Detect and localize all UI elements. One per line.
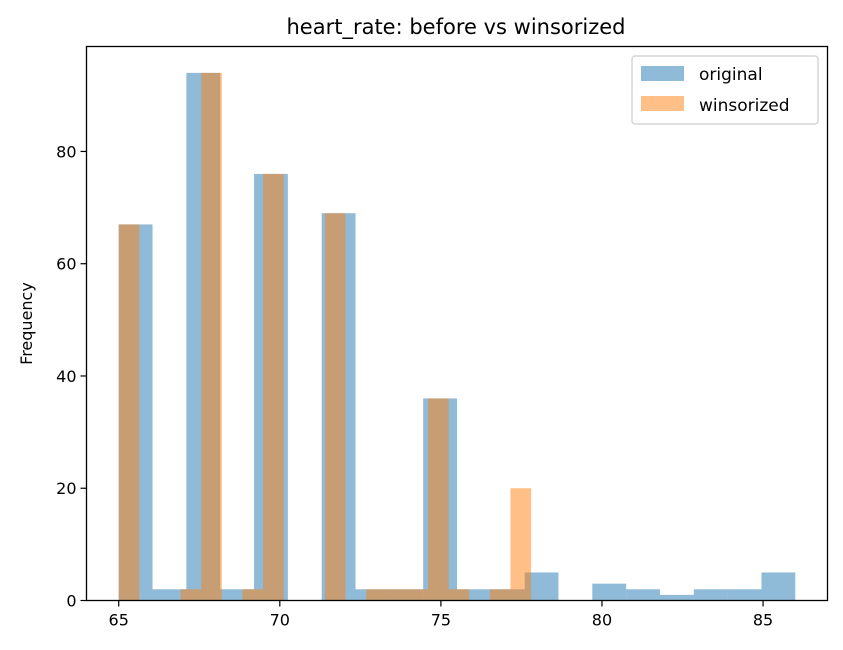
plot-frame	[85, 45, 829, 602]
bar-winsorized-13	[386, 589, 408, 601]
bar-winsorized-0	[118, 224, 140, 601]
bar-winsorized-18	[489, 589, 511, 601]
bar-original-15	[626, 589, 660, 601]
y-tick-label-40: 40	[56, 367, 76, 386]
y-axis: 0 20 40 60 80	[56, 142, 87, 611]
x-tick-label-75: 75	[431, 611, 451, 630]
bar-original-14	[592, 583, 627, 601]
bar-original-10	[457, 589, 491, 601]
bars-layer	[118, 72, 796, 601]
legend-swatch-original	[641, 66, 684, 81]
bar-winsorized-6	[242, 589, 264, 601]
bar-original-17	[693, 589, 728, 601]
bar-winsorized-12	[366, 589, 387, 601]
bar-winsorized-4	[201, 72, 222, 601]
y-tick-label-20: 20	[56, 479, 76, 498]
y-axis-label: Frequency	[17, 282, 36, 365]
x-tick-label-85: 85	[753, 611, 773, 630]
x-tick-label-65: 65	[109, 611, 129, 630]
bar-winsorized-7	[263, 173, 284, 601]
bar-winsorized-10	[324, 213, 346, 601]
bar-winsorized-14	[407, 589, 429, 601]
x-axis: 65 70 75 80 85	[109, 600, 773, 630]
bar-winsorized-19	[510, 488, 532, 601]
bar-winsorized-16	[448, 589, 470, 601]
legend: original winsorized	[631, 55, 819, 125]
bar-original-19	[761, 572, 796, 601]
series-winsorized	[118, 72, 532, 601]
bar-original-18	[727, 589, 762, 601]
bar-original-1	[152, 589, 187, 601]
legend-label-original: original	[699, 65, 763, 85]
y-tick-label-80: 80	[56, 142, 76, 161]
x-tick-label-80: 80	[592, 611, 612, 630]
bar-winsorized-15	[428, 398, 449, 601]
bar-original-16	[659, 594, 694, 601]
bar-winsorized-3	[180, 589, 202, 601]
chart-title: heart_rate: before vs winsorized	[286, 15, 625, 40]
legend-swatch-winsorized	[641, 96, 684, 111]
bar-original-3	[220, 589, 255, 601]
legend-label-winsorized: winsorized	[699, 96, 790, 116]
y-tick-label-0: 0	[66, 592, 76, 611]
y-tick-label-60: 60	[56, 255, 76, 274]
x-tick-label-70: 70	[270, 611, 290, 630]
